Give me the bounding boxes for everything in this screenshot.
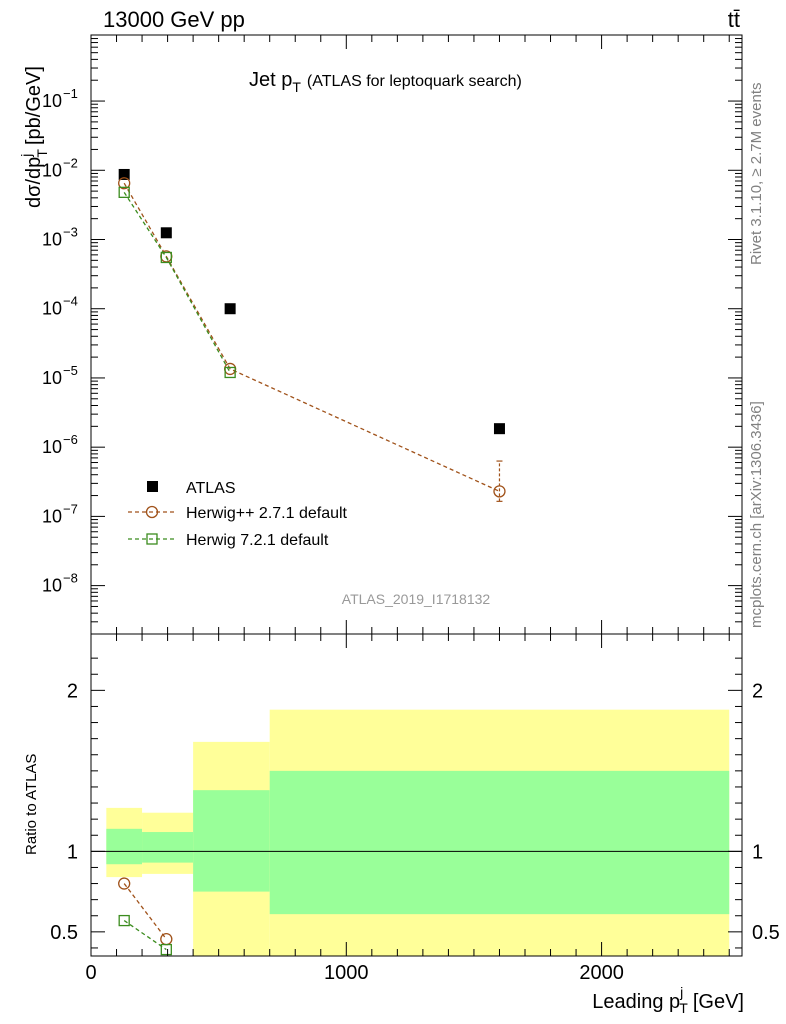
plot-title-note: (ATLAS for leptoquark search) xyxy=(307,73,522,90)
main-y-tick-label: 10 xyxy=(42,437,62,457)
atlas-data-point xyxy=(224,303,236,315)
main-y-tick-label: 10 xyxy=(42,576,62,596)
plot-title-sub: T xyxy=(292,79,301,95)
analysis-watermark: ATLAS_2019_I1718132 xyxy=(342,591,491,607)
x-tick-label: 2000 xyxy=(579,962,624,984)
ratio-ticks xyxy=(90,634,742,956)
herwig7-data-point xyxy=(160,251,172,264)
ratio-y-tick-label-right: 0.5 xyxy=(752,922,780,944)
herwigpp-data-point xyxy=(493,485,506,498)
atlas-data-point xyxy=(160,227,172,239)
ratio-band-green xyxy=(269,770,730,915)
main-y-tick-exponent: −1 xyxy=(63,86,78,101)
ratio-y-tick-label-left: 0.5 xyxy=(50,922,78,944)
main-y-tick-exponent: −7 xyxy=(63,501,78,516)
main-y-tick-exponent: −5 xyxy=(63,363,78,378)
legend: ATLAS Herwig++ 2.7.1 default Herwig 7.2.… xyxy=(128,480,348,549)
main-y-tick-exponent: −4 xyxy=(63,294,78,309)
x-label-unit: [GeV] xyxy=(693,991,744,1013)
x-label-sub: T xyxy=(679,1000,688,1016)
main-y-axis-label: dσ/dpjT [pb/GeV] xyxy=(18,66,50,208)
main-y-tick-label: 10 xyxy=(42,368,62,388)
main-y-tick-label: 10 xyxy=(42,160,62,180)
main-y-tick-label: 10 xyxy=(42,299,62,319)
main-y-tick-exponent: −3 xyxy=(63,225,78,240)
legend-herwigpp-marker xyxy=(145,505,159,519)
ratio-herwig7-point xyxy=(160,943,172,956)
plot-title-main: Jet p xyxy=(249,69,292,91)
main-y-tick-labels: 10−810−710−610−510−410−310−210−1 xyxy=(42,86,78,596)
x-tick-label: 0 xyxy=(85,962,96,984)
ratio-band-green xyxy=(193,790,270,892)
legend-herwig7-label: Herwig 7.2.1 default xyxy=(186,532,329,549)
legend-herwig7-marker xyxy=(146,533,158,545)
header-right-label: tt̄ xyxy=(728,7,740,32)
herwig7-data-point xyxy=(224,366,236,379)
x-label-main: Leading p xyxy=(592,991,680,1013)
atlas-data-point xyxy=(493,423,505,435)
plot-title: Jet pT (ATLAS for leptoquark search) xyxy=(249,69,522,95)
ratio-panel: 0.5 0.5 1 1 2 2 0 1000 2000 Ratio to ATLAS Leadi… xyxy=(23,633,780,1016)
main-y-ticks xyxy=(91,34,742,635)
ratio-series-line xyxy=(123,883,167,940)
ratio-y-tick-label-right: 1 xyxy=(752,841,763,863)
x-axis-label: Leading pj T [GeV] xyxy=(592,984,744,1016)
ratio-y-tick-label-left: 2 xyxy=(67,680,78,702)
mc-series-line xyxy=(123,182,500,492)
x-tick-label: 1000 xyxy=(324,962,369,984)
mc-series-line xyxy=(123,191,231,373)
ratio-y-tick-label-left: 1 xyxy=(67,841,78,863)
y-label-unit: [pb/GeV] xyxy=(23,66,45,145)
legend-herwigpp-label: Herwig++ 2.7.1 default xyxy=(186,505,348,522)
main-y-tick-label: 10 xyxy=(42,506,62,526)
main-y-tick-exponent: −8 xyxy=(63,571,78,586)
ratio-y-axis-label: Ratio to ATLAS xyxy=(23,754,40,855)
main-y-tick-exponent: −6 xyxy=(63,432,78,447)
y-label-main: dσ/dp xyxy=(23,157,45,208)
legend-atlas-marker xyxy=(147,481,158,492)
ratio-frame xyxy=(90,633,743,957)
rivet-label: Rivet 3.1.10, ≥ 2.7M events xyxy=(748,83,765,266)
legend-atlas-label: ATLAS xyxy=(186,480,236,497)
main-y-tick-label: 10 xyxy=(42,230,62,250)
ratio-band-green xyxy=(106,828,143,865)
ratio-tick-labels: 0.5 0.5 1 1 2 2 0 1000 2000 xyxy=(50,680,780,984)
atlas-data-point xyxy=(118,168,130,180)
y-label-sup: j xyxy=(18,154,34,158)
ratio-series-line xyxy=(123,920,167,951)
ratio-y-tick-label-right: 2 xyxy=(752,680,763,702)
ratio-herwig7-point xyxy=(118,914,130,927)
header-left-label: 13000 GeV pp xyxy=(103,7,245,32)
main-y-tick-label: 10 xyxy=(42,91,62,111)
main-panel: 10−810−710−610−510−410−310−210−1 Jet pT(… xyxy=(18,34,743,635)
x-label-sup: j xyxy=(679,984,683,1000)
mcplots-label: mcplots.cern.ch [arXiv:1306.3436] xyxy=(748,401,765,628)
herwig7-data-point xyxy=(118,186,130,198)
herwigpp-data-point xyxy=(118,177,131,190)
ratio-plot-area xyxy=(91,709,742,956)
main-y-tick-exponent: −2 xyxy=(63,155,78,170)
ratio-herwigpp-point xyxy=(118,877,131,890)
main-x-ticks xyxy=(90,35,730,634)
ratio-band-green xyxy=(142,832,194,863)
main-plot-area xyxy=(118,168,506,502)
y-label-sub: T xyxy=(34,149,50,158)
